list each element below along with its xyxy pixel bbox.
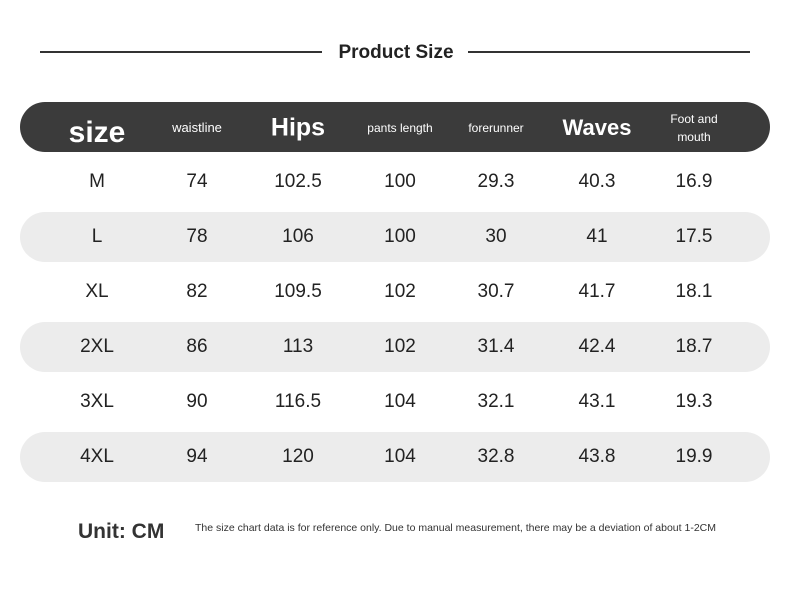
column-header: size — [68, 116, 126, 149]
note: The size chart data is for reference onl… — [195, 522, 716, 534]
table-cell: 94 — [186, 446, 208, 467]
unit: Unit: CM — [78, 520, 165, 543]
table-cell: 41.7 — [578, 281, 616, 302]
column-header: Waves — [562, 115, 632, 140]
table-cell: 102 — [384, 281, 416, 302]
table-cell: 41 — [586, 226, 608, 247]
table-cell: 18.1 — [675, 281, 713, 302]
table-cell: L — [91, 226, 103, 247]
row-stripe — [20, 432, 770, 482]
table-cell: 43.8 — [578, 446, 616, 467]
table-cell: 90 — [186, 391, 208, 412]
table-cell: 106 — [282, 226, 314, 247]
table-cell: 16.9 — [675, 171, 713, 192]
table-cell: 82 — [186, 281, 208, 302]
header-bar — [20, 102, 770, 152]
row-stripe — [20, 322, 770, 372]
table-cell: 109.5 — [274, 281, 322, 302]
table-cell: 120 — [282, 446, 314, 467]
table-cell: 113 — [282, 336, 314, 357]
row-stripe — [20, 212, 770, 262]
table-cell: 30.7 — [477, 281, 515, 302]
table-cell: 4XL — [80, 446, 114, 467]
table-cell: 18.7 — [675, 336, 713, 357]
table-cell: 40.3 — [578, 171, 616, 192]
title-rule — [468, 51, 750, 53]
table-cell: XL — [85, 281, 109, 302]
column-header: forerunner — [468, 121, 524, 135]
table-cell: 78 — [186, 226, 208, 247]
table-cell: 2XL — [80, 336, 114, 357]
table-cell: M — [89, 171, 105, 192]
table-cell: 74 — [186, 171, 208, 192]
column-header: waistline — [172, 120, 222, 135]
table-cell: 102 — [384, 336, 416, 357]
table-cell: 86 — [186, 336, 208, 357]
table-cell: 32.8 — [477, 446, 515, 467]
table-cell: 100 — [384, 171, 416, 192]
table-cell: 42.4 — [578, 336, 616, 357]
table-cell: 31.4 — [477, 336, 515, 357]
table-cell: 102.5 — [274, 171, 322, 192]
table-cell: 100 — [384, 226, 416, 247]
table-cell: 43.1 — [578, 391, 616, 412]
table-cell: 32.1 — [477, 391, 515, 412]
table-cell: 19.9 — [675, 446, 713, 467]
table-cell: 17.5 — [675, 226, 713, 247]
title-rule — [40, 51, 322, 53]
table-cell: 116.5 — [274, 391, 322, 412]
table-cell: 30 — [485, 226, 507, 247]
table-cell: 29.3 — [477, 171, 515, 192]
table-cell: 104 — [384, 391, 416, 412]
table-cell: 3XL — [80, 391, 114, 412]
column-header: Hips — [270, 113, 326, 142]
column-header: pants length — [367, 121, 433, 135]
table-cell: 19.3 — [675, 391, 713, 412]
title: Product Size — [338, 42, 454, 63]
table-cell: 104 — [384, 446, 416, 467]
column-header: Foot and mouth — [670, 112, 718, 144]
